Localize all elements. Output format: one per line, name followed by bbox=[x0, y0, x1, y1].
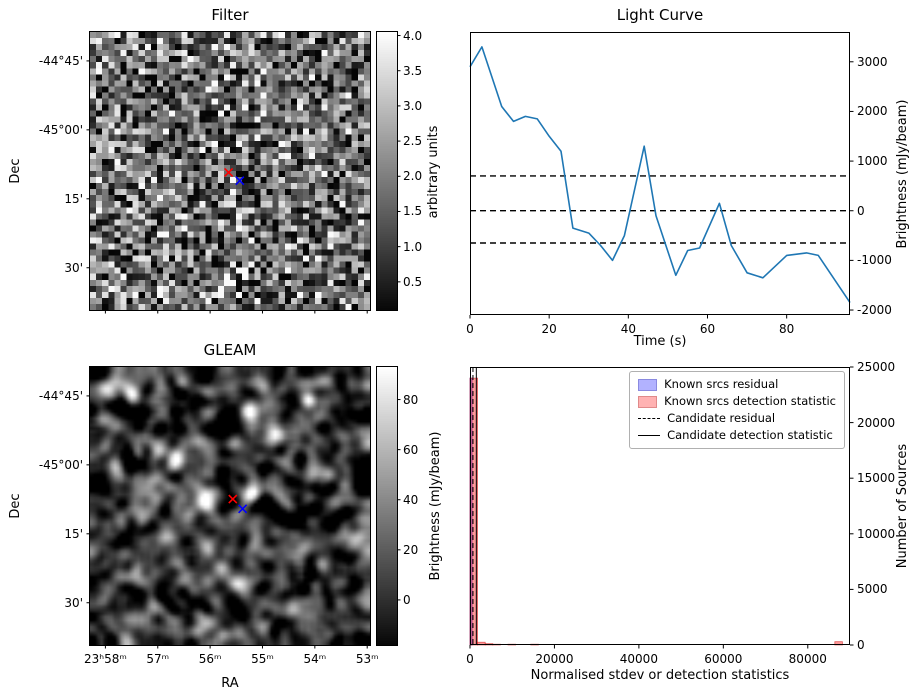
x-tick-label: 60000 bbox=[704, 652, 743, 666]
x-tick-label: 0 bbox=[466, 652, 474, 666]
y-tick-label: 1000 bbox=[857, 154, 888, 169]
colorbar-tick-label: 1.5 bbox=[403, 204, 423, 219]
y-tick-label: 15' bbox=[64, 191, 83, 206]
legend-swatch-dashed-line bbox=[638, 418, 661, 419]
colorbar-tick-label: 20 bbox=[403, 542, 419, 557]
light-curve-xlabel: Time (s) bbox=[633, 334, 687, 349]
y-tick-label: 20000 bbox=[857, 415, 896, 430]
gleam-title: GLEAM bbox=[203, 341, 257, 359]
marker-x bbox=[238, 504, 248, 514]
x-tick-label: 23ʰ58ᵐ bbox=[83, 652, 127, 666]
legend-swatch-blue-patch bbox=[638, 378, 658, 391]
filter-overlay bbox=[86, 60, 368, 314]
marker-x bbox=[224, 167, 234, 177]
x-tick-label: 55ᵐ bbox=[251, 652, 274, 666]
histogram-xlabel: Normalised stdev or detection statistics bbox=[530, 668, 790, 683]
y-tick-label: 30' bbox=[64, 260, 83, 275]
filter-colorbar-ticks bbox=[397, 35, 401, 283]
y-tick-label: -2000 bbox=[857, 303, 892, 318]
light-curve-plot bbox=[469, 32, 854, 319]
gleam-xlabel: RA bbox=[221, 676, 239, 691]
x-tick-label: 54ᵐ bbox=[303, 652, 327, 666]
legend-label: Known srcs residual bbox=[664, 377, 779, 391]
colorbar-tick-label: 3.0 bbox=[403, 98, 423, 113]
y-tick-label: 0 bbox=[857, 638, 865, 652]
x-tick-label: 53ᵐ bbox=[355, 652, 379, 666]
colorbar-tick-label: 60 bbox=[403, 442, 419, 457]
histogram-ylabel: Number of Sources bbox=[895, 443, 910, 569]
legend-label: Known srcs detection statistic bbox=[664, 394, 836, 408]
colorbar-tick-label: 4.0 bbox=[403, 28, 423, 43]
y-tick-label: 15000 bbox=[857, 471, 896, 486]
legend-swatch-solid-line bbox=[638, 435, 661, 436]
x-tick-label: 20 bbox=[541, 322, 557, 336]
x-tick-label: 0 bbox=[466, 322, 474, 336]
legend-entry-known-detection: Known srcs detection statistic bbox=[638, 394, 836, 409]
y-tick-label: -44°45' bbox=[38, 53, 83, 68]
x-tick-label: 20000 bbox=[535, 652, 574, 666]
y-tick-label: -44°45' bbox=[38, 388, 83, 403]
colorbar-tick-label: 0.5 bbox=[403, 274, 423, 289]
gleam-overlay bbox=[86, 395, 368, 649]
y-tick-label: -45°00' bbox=[38, 457, 83, 472]
y-tick-label: 10000 bbox=[857, 526, 896, 541]
y-tick-label: 5000 bbox=[857, 582, 888, 597]
legend: Known srcs residual Known srcs detection… bbox=[629, 371, 845, 449]
histogram-plot bbox=[469, 366, 854, 649]
x-tick-label: 57ᵐ bbox=[146, 652, 170, 666]
y-tick-label: 2000 bbox=[857, 104, 888, 119]
x-tick-label: 80 bbox=[779, 322, 795, 336]
y-tick-label: -45°00' bbox=[38, 122, 83, 137]
colorbar-tick-label: 80 bbox=[403, 392, 419, 407]
filter-title: Filter bbox=[211, 6, 249, 24]
legend-label: Candidate residual bbox=[667, 411, 776, 425]
x-tick-label: 40 bbox=[620, 322, 636, 336]
colorbar-tick-label: 1.0 bbox=[403, 239, 423, 254]
marker-x bbox=[235, 176, 245, 186]
legend-label: Candidate detection statistic bbox=[667, 428, 833, 442]
axes-border bbox=[470, 367, 850, 645]
light-curve-line bbox=[469, 46, 851, 304]
legend-entry-candidate-residual: Candidate residual bbox=[638, 411, 836, 426]
x-tick-label: 56ᵐ bbox=[198, 652, 222, 666]
y-tick-label: 3000 bbox=[857, 54, 888, 69]
colorbar-tick-label: 40 bbox=[403, 492, 419, 507]
y-tick-label: 0 bbox=[857, 203, 865, 218]
colorbar-tick-label: 2.0 bbox=[403, 169, 423, 184]
colorbar-tick-label: 3.5 bbox=[403, 63, 423, 78]
y-tick-label: 15' bbox=[64, 526, 83, 541]
x-tick-label: 40000 bbox=[619, 652, 658, 666]
x-tick-label: 80000 bbox=[788, 652, 827, 666]
y-tick-label: 25000 bbox=[857, 360, 896, 374]
filter-colorbar bbox=[376, 31, 398, 311]
colorbar-tick-label: 0 bbox=[403, 592, 411, 607]
gleam-colorbar-ticks bbox=[397, 399, 401, 601]
axes-border bbox=[470, 32, 850, 315]
light-curve-title: Light Curve bbox=[616, 6, 704, 24]
colorbar-tick-label: 2.5 bbox=[403, 134, 423, 149]
x-tick-label: 60 bbox=[699, 322, 716, 336]
y-tick-label: 30' bbox=[64, 595, 83, 610]
legend-entry-candidate-detection: Candidate detection statistic bbox=[638, 428, 836, 443]
gleam-colorbar bbox=[376, 366, 398, 646]
legend-swatch-pink-patch bbox=[638, 395, 658, 408]
legend-entry-known-residual: Known srcs residual bbox=[638, 377, 836, 392]
marker-x bbox=[228, 494, 238, 504]
gleam-image bbox=[89, 366, 371, 646]
y-tick-label: -1000 bbox=[857, 253, 892, 268]
